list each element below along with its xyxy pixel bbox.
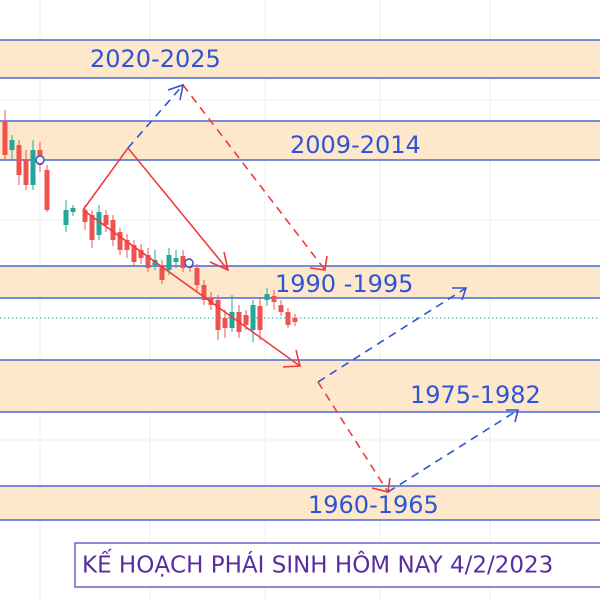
candle-body xyxy=(194,268,200,285)
drawings xyxy=(82,83,520,493)
candle-body xyxy=(117,232,123,250)
candle-body xyxy=(131,245,137,262)
candle-body xyxy=(222,318,228,328)
candle-body xyxy=(166,255,172,270)
candle-body xyxy=(243,315,249,325)
candle-body xyxy=(292,318,298,322)
anchor xyxy=(184,258,194,268)
candle-body xyxy=(271,296,277,302)
candle-body xyxy=(145,255,151,268)
anchor xyxy=(35,155,45,165)
candle-body xyxy=(215,300,221,330)
candle-body xyxy=(63,210,69,225)
candle-body xyxy=(96,212,102,235)
candle-body xyxy=(138,250,144,258)
candle-body xyxy=(16,145,22,175)
zone-label: 1960-1965 xyxy=(308,491,439,519)
candle-body xyxy=(250,305,256,330)
candle-body xyxy=(264,294,270,300)
candle-body xyxy=(23,160,29,185)
zone-label: 2020-2025 xyxy=(90,45,221,73)
zone-label: 2009-2014 xyxy=(290,131,421,159)
candle-body xyxy=(2,122,8,155)
candle-body xyxy=(44,170,50,210)
zone-label: 1975-1982 xyxy=(410,381,541,409)
candle-body xyxy=(124,240,130,250)
candle-body xyxy=(173,258,179,262)
candle-body xyxy=(9,140,15,150)
candle-body xyxy=(89,215,95,240)
candle-body xyxy=(70,208,76,212)
candle-body xyxy=(110,220,116,240)
caption: KẾ HOẠCH PHÁI SINH HÔM NAY 4/2/2023 xyxy=(82,549,553,579)
candle-body xyxy=(257,306,263,330)
candle-body xyxy=(278,305,284,312)
candle-body xyxy=(285,312,291,325)
candles xyxy=(2,110,298,342)
candle-body xyxy=(103,215,109,225)
caption-box xyxy=(74,542,600,588)
zone-label: 1990 -1995 xyxy=(275,270,413,298)
zones xyxy=(0,39,600,521)
candle-body xyxy=(30,150,36,185)
candle-body xyxy=(159,265,165,280)
candle-body xyxy=(201,285,207,300)
candle-body xyxy=(229,312,235,328)
candle-body xyxy=(180,256,186,268)
candle-body xyxy=(82,210,88,222)
